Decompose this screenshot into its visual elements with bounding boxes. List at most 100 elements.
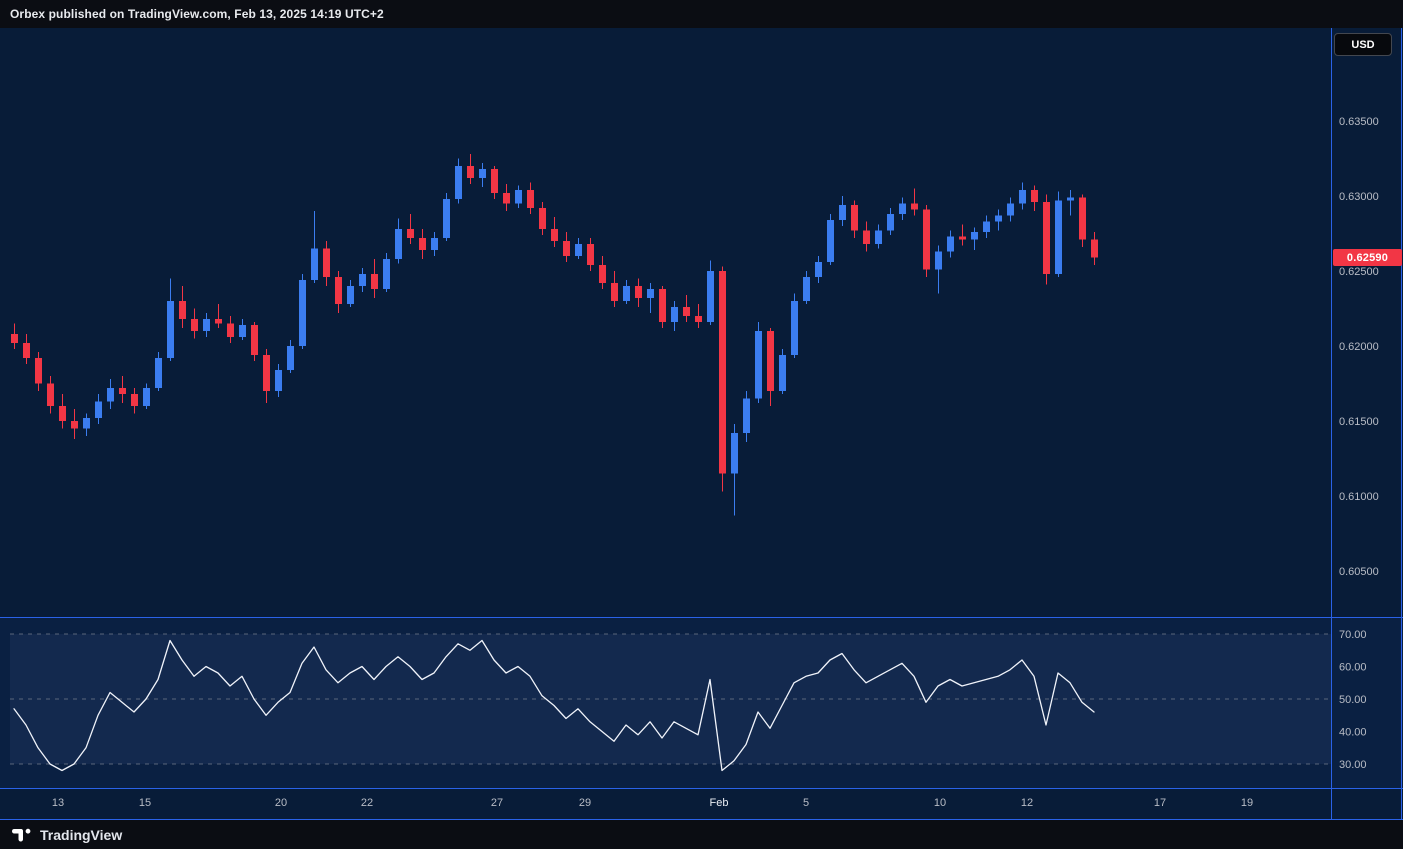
rsi-line bbox=[13, 639, 1095, 772]
price-tick-label: 0.62500 bbox=[1339, 266, 1379, 278]
candle-body bbox=[779, 355, 786, 391]
last-price-label: 0.62590 bbox=[1333, 249, 1402, 266]
candle-body bbox=[923, 209, 930, 270]
candle-body bbox=[167, 301, 174, 358]
candle-body bbox=[95, 401, 102, 418]
header-bar: Orbex published on TradingView.com, Feb … bbox=[0, 0, 1403, 28]
rsi-tick-label: 30.00 bbox=[1339, 759, 1367, 771]
candle-body bbox=[863, 230, 870, 244]
candle-body bbox=[599, 265, 606, 283]
candle-body bbox=[383, 259, 390, 289]
candle-body bbox=[155, 358, 162, 388]
candle-body bbox=[539, 208, 546, 229]
candle-body bbox=[683, 307, 690, 316]
candle-body bbox=[959, 236, 966, 240]
candle-body bbox=[611, 283, 618, 301]
candle-body bbox=[767, 331, 774, 391]
candle-body bbox=[563, 241, 570, 256]
candle-body bbox=[311, 248, 318, 280]
candle-body bbox=[71, 421, 78, 429]
rsi-guides bbox=[10, 633, 1331, 765]
candle-body bbox=[671, 307, 678, 322]
candle-body bbox=[815, 262, 822, 277]
candle-body bbox=[899, 203, 906, 214]
candle-body bbox=[395, 229, 402, 259]
candle-body bbox=[143, 388, 150, 406]
candle-body bbox=[911, 203, 918, 210]
candle-body bbox=[191, 319, 198, 331]
candle-body bbox=[59, 406, 66, 421]
candle-body bbox=[827, 220, 834, 262]
price-pane[interactable] bbox=[0, 28, 1403, 618]
time-tick-label: 19 bbox=[1241, 797, 1253, 809]
candle-body bbox=[971, 232, 978, 240]
candle-body bbox=[107, 388, 114, 402]
time-tick-label: 13 bbox=[52, 797, 64, 809]
candle-body bbox=[407, 229, 414, 238]
time-tick-label: 12 bbox=[1021, 797, 1033, 809]
candle-body bbox=[635, 286, 642, 298]
rsi-tick-label: 60.00 bbox=[1339, 662, 1367, 674]
price-tick-label: 0.61500 bbox=[1339, 416, 1379, 428]
rsi-tick-label: 40.00 bbox=[1339, 727, 1367, 739]
candle-body bbox=[1019, 190, 1026, 204]
candle-body bbox=[515, 190, 522, 204]
currency-badge[interactable]: USD bbox=[1334, 33, 1392, 56]
candle-body bbox=[1007, 203, 1014, 216]
candle-body bbox=[695, 316, 702, 322]
candle-body bbox=[839, 205, 846, 220]
publish-caption: Orbex published on TradingView.com, Feb … bbox=[10, 7, 384, 21]
candle-body bbox=[803, 277, 810, 301]
candle-body bbox=[1055, 200, 1062, 274]
price-tick-label: 0.62000 bbox=[1339, 341, 1379, 353]
candle-body bbox=[215, 319, 222, 324]
footer-bar: TradingView bbox=[0, 820, 1403, 849]
candle-body bbox=[119, 388, 126, 394]
candle-body bbox=[323, 248, 330, 277]
price-tick-label: 0.60500 bbox=[1339, 566, 1379, 578]
time-tick-label: 22 bbox=[361, 797, 373, 809]
candle-body bbox=[851, 205, 858, 231]
rsi-tick-label: 70.00 bbox=[1339, 629, 1367, 641]
time-tick-label: 5 bbox=[803, 797, 809, 809]
candle-series[interactable] bbox=[11, 154, 1098, 516]
candle-body bbox=[275, 370, 282, 391]
candle-body bbox=[227, 323, 234, 337]
candle-body bbox=[1067, 197, 1074, 201]
price-tick-label: 0.61000 bbox=[1339, 491, 1379, 503]
candle-body bbox=[443, 199, 450, 238]
candle-body bbox=[479, 169, 486, 178]
candle-body bbox=[947, 236, 954, 252]
candle-body bbox=[179, 301, 186, 319]
candle-body bbox=[455, 166, 462, 199]
tradingview-wordmark[interactable]: TradingView bbox=[40, 826, 123, 843]
time-axis[interactable] bbox=[0, 789, 1403, 820]
candle-body bbox=[35, 358, 42, 384]
candle-body bbox=[887, 214, 894, 231]
candle-body bbox=[623, 286, 630, 301]
candle-body bbox=[719, 271, 726, 474]
time-tick-label: 17 bbox=[1154, 797, 1166, 809]
candle-body bbox=[659, 289, 666, 322]
axis-lines bbox=[0, 28, 1403, 820]
time-tick-label: 10 bbox=[934, 797, 946, 809]
time-tick-label: 29 bbox=[579, 797, 591, 809]
rsi-tick-label: 50.00 bbox=[1339, 694, 1367, 706]
candle-body bbox=[527, 190, 534, 208]
candle-body bbox=[47, 383, 54, 406]
tradingview-logo-icon bbox=[12, 828, 31, 841]
candle-body bbox=[755, 331, 762, 399]
candle-body bbox=[419, 238, 426, 250]
candle-body bbox=[731, 433, 738, 474]
candle-body bbox=[983, 221, 990, 232]
rsi-pane[interactable] bbox=[0, 618, 1403, 789]
candle-body bbox=[491, 169, 498, 193]
candle-body bbox=[935, 251, 942, 270]
candle-body bbox=[263, 355, 270, 391]
candle-body bbox=[647, 289, 654, 298]
time-tick-label: 20 bbox=[275, 797, 287, 809]
candle-body bbox=[203, 319, 210, 331]
candle-body bbox=[791, 301, 798, 355]
